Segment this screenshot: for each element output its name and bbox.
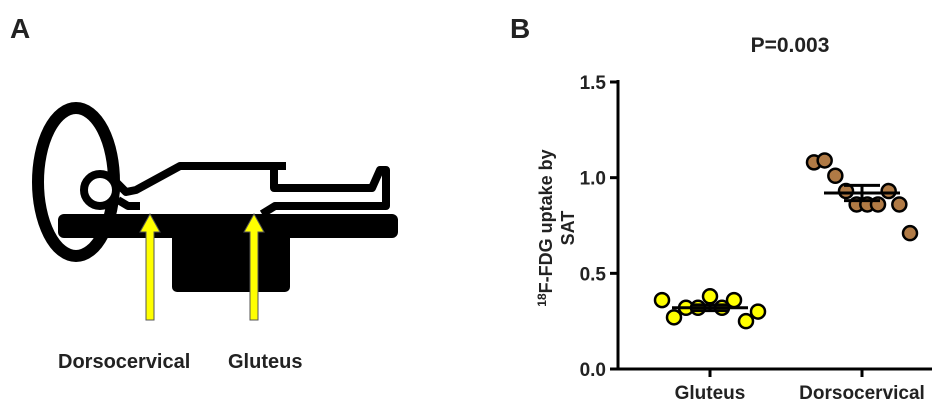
data-point [901, 224, 919, 242]
y-tick-label: 1.0 [580, 169, 606, 190]
error-bar [692, 303, 728, 313]
y-tick-label: 0.0 [580, 360, 606, 381]
body-outline [113, 162, 390, 218]
site-label: Dorsocervical [58, 351, 190, 373]
head [80, 170, 120, 210]
y-axis-label: SAT [558, 211, 578, 246]
y-axis-label: 18F-FDG uptake by [535, 149, 556, 306]
data-point [891, 196, 908, 213]
data-point [749, 303, 767, 320]
y-label-sup: 18 [535, 293, 549, 307]
data-point [653, 291, 671, 309]
data-point [880, 182, 897, 200]
table-base [172, 232, 290, 292]
data-point [701, 288, 719, 305]
data-point [816, 152, 833, 169]
arrow [139, 212, 161, 321]
y-label-line: F-FDG uptake by [536, 149, 556, 293]
error-bar [844, 183, 880, 203]
data-point [665, 309, 683, 326]
y-tick-label: 1.5 [580, 73, 607, 94]
y-tick-label: 0.5 [580, 264, 607, 285]
panel-label: A [10, 13, 30, 44]
arrow [243, 212, 265, 321]
data-point [827, 167, 844, 185]
site-label: Gluteus [228, 351, 302, 373]
panel-label: B [510, 13, 530, 44]
data-point [737, 312, 755, 330]
patient-diagram: Dorsocervical Gluteus [32, 102, 398, 373]
data-point [725, 291, 743, 309]
x-tick-label: Dorsocervical [799, 383, 925, 404]
x-tick-label: Gluteus [675, 383, 746, 404]
chart-title: P=0.003 [751, 34, 830, 57]
